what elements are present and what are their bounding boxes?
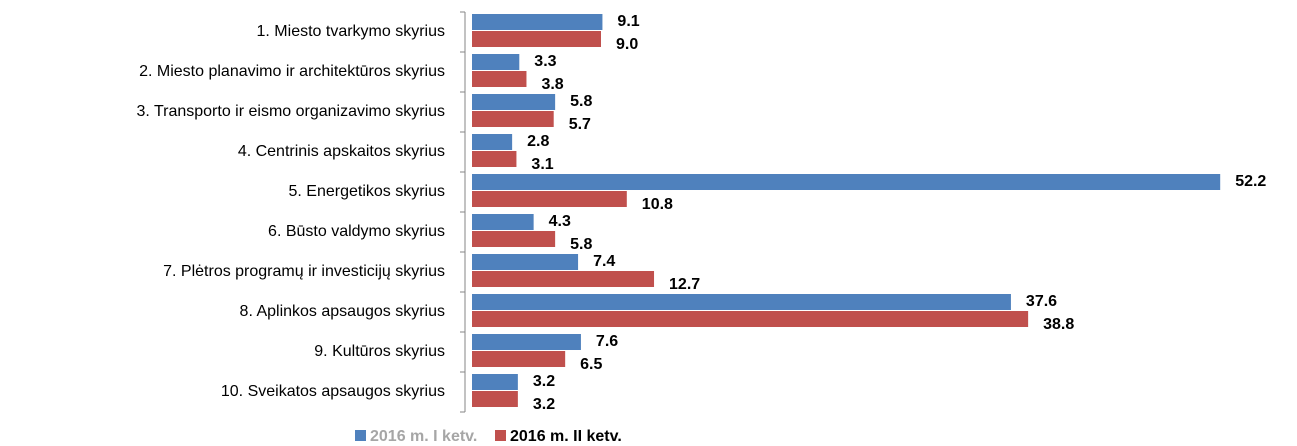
data-label: 10.8 (642, 196, 673, 213)
bar (472, 14, 603, 30)
bar (472, 311, 1029, 327)
data-label: 3.2 (533, 373, 555, 390)
data-label: 6.5 (580, 356, 602, 373)
bar (472, 151, 517, 167)
data-label: 3.1 (531, 156, 553, 173)
legend-label: 2016 m. II ketv. (510, 428, 622, 445)
bar (472, 334, 581, 350)
data-label: 3.2 (533, 396, 555, 413)
category-label: 10. Sveikatos apsaugos skyrius (221, 383, 445, 400)
data-label: 52.2 (1235, 173, 1266, 190)
bar (472, 191, 627, 207)
legend-swatch (495, 430, 506, 441)
legend-label: 2016 m. I ketv. (370, 428, 477, 445)
bar (472, 231, 556, 247)
category-label: 5. Energetikos skyrius (288, 183, 445, 200)
bar (472, 271, 655, 287)
bar (472, 174, 1221, 190)
category-label: 9. Kultūros skyrius (314, 343, 445, 360)
data-label: 4.3 (549, 213, 571, 230)
data-label: 7.6 (596, 333, 618, 350)
legend-swatch (355, 430, 366, 441)
bar (472, 54, 520, 70)
data-label: 3.3 (534, 53, 556, 70)
category-label: 4. Centrinis apskaitos skyrius (238, 143, 445, 160)
bar (472, 391, 518, 407)
category-label: 3. Transporto ir eismo organizavimo skyr… (136, 103, 445, 120)
bar (472, 374, 518, 390)
data-label: 5.7 (569, 116, 591, 133)
data-label: 12.7 (669, 276, 700, 293)
data-label: 9.0 (616, 36, 638, 53)
bar (472, 71, 527, 87)
bar (472, 111, 554, 127)
data-label: 7.4 (593, 253, 615, 270)
data-label: 5.8 (570, 93, 592, 110)
bar (472, 351, 566, 367)
bar (472, 254, 579, 270)
category-label: 8. Aplinkos apsaugos skyrius (240, 303, 445, 320)
bar (472, 294, 1011, 310)
data-label: 5.8 (570, 236, 592, 253)
bar (472, 94, 556, 110)
category-label: 2. Miesto planavimo ir architektūros sky… (139, 63, 445, 80)
data-label: 3.8 (541, 76, 563, 93)
data-label: 37.6 (1026, 293, 1057, 310)
bar (472, 31, 601, 47)
category-label: 6. Būsto valdymo skyrius (268, 223, 445, 240)
category-label: 1. Miesto tvarkymo skyrius (257, 23, 445, 40)
data-label: 2.8 (527, 133, 549, 150)
data-label: 9.1 (617, 13, 639, 30)
data-label: 38.8 (1043, 316, 1074, 333)
bar (472, 134, 513, 150)
bar (472, 214, 534, 230)
category-label: 7. Plėtros programų ir investicijų skyri… (163, 263, 445, 280)
